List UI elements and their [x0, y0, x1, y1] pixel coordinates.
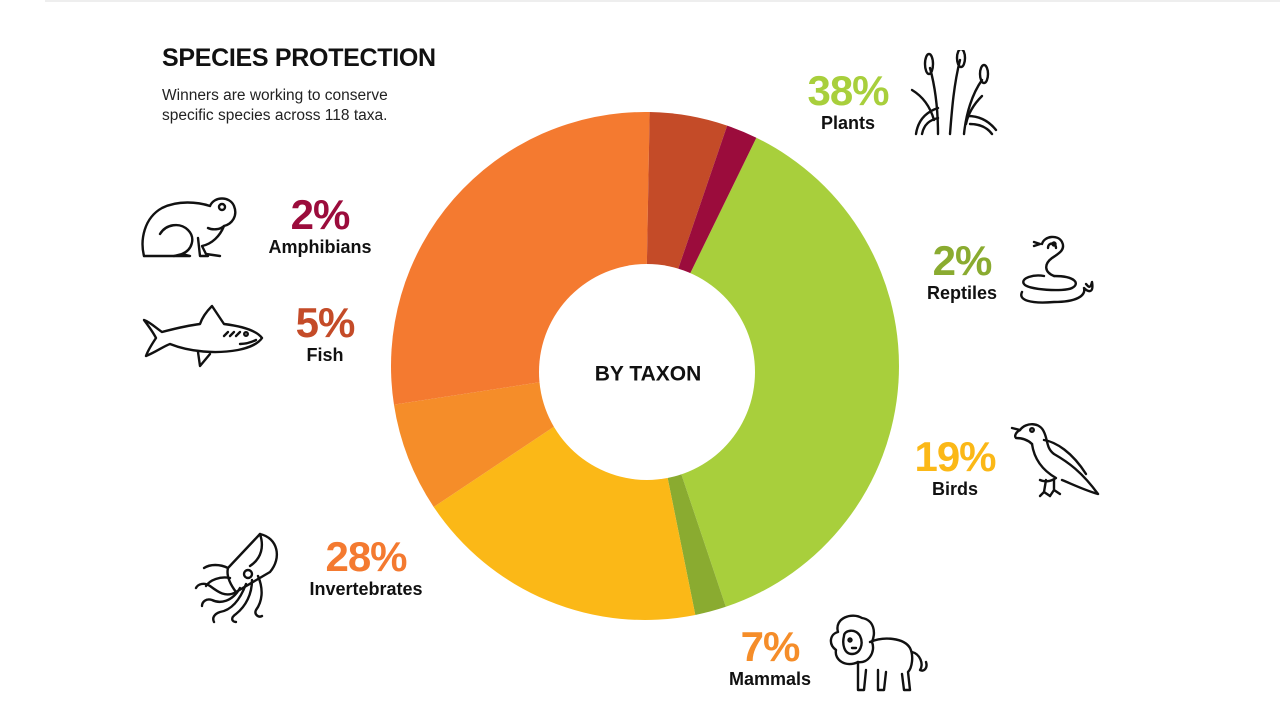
lion-icon	[829, 614, 928, 692]
bird-icon	[1010, 423, 1100, 498]
label-reptiles: 2% Reptiles	[914, 240, 1010, 304]
label-birds: 19% Birds	[907, 436, 1003, 500]
chart-title: SPECIES PROTECTION	[162, 44, 436, 72]
frog-icon	[141, 197, 237, 258]
invertebrates-percent: 28%	[325, 533, 407, 580]
invertebrates-name: Invertebrates	[309, 579, 423, 599]
label-invertebrates: 28% Invertebrates	[301, 536, 431, 600]
center-label: BY TAXON	[595, 363, 702, 386]
plants-name: Plants	[820, 113, 876, 133]
top-divider	[45, 0, 1280, 2]
squid-icon	[194, 532, 279, 624]
label-mammals: 7% Mammals	[715, 626, 825, 690]
label-fish: 5% Fish	[277, 302, 373, 366]
slice-plants	[645, 137, 899, 607]
plants-percent: 38%	[807, 67, 889, 114]
reptiles-percent: 2%	[932, 237, 993, 284]
amphibians-percent: 2%	[290, 191, 351, 238]
shark-icon	[142, 304, 264, 368]
reptiles-name: Reptiles	[926, 283, 998, 303]
label-amphibians: 2% Amphibians	[262, 194, 378, 258]
mammals-percent: 7%	[740, 623, 801, 670]
amphibians-name: Amphibians	[268, 237, 372, 257]
donut-hole	[539, 264, 755, 480]
fish-name: Fish	[306, 345, 344, 365]
label-plants: 38% Plants	[800, 70, 896, 134]
snake-icon	[1020, 235, 1094, 304]
chart-subtitle: Winners are working to conserve specific…	[162, 87, 388, 124]
mammals-name: Mammals	[728, 669, 812, 689]
birds-name: Birds	[931, 479, 978, 499]
fish-percent: 5%	[295, 299, 356, 346]
plants-icon	[910, 50, 998, 136]
birds-percent: 19%	[914, 433, 996, 480]
